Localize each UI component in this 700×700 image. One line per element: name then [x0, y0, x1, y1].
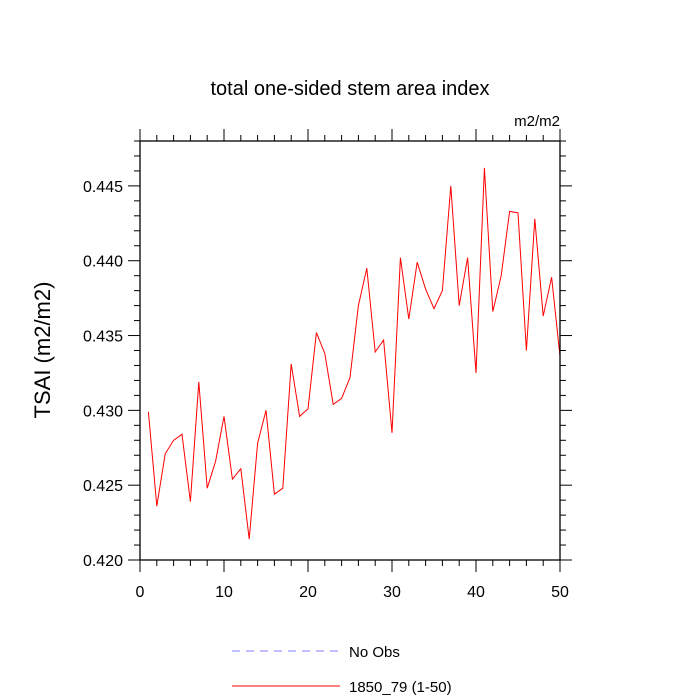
x-tick-label: 30 [383, 584, 401, 601]
x-tick-label: 10 [215, 584, 233, 601]
legend-label: No Obs [349, 644, 400, 661]
x-tick-label: 20 [299, 584, 317, 601]
plot-frame [139, 140, 561, 561]
series-line-1850-79-1-50- [147, 167, 561, 540]
y-tick-label: 0.435 [83, 329, 123, 346]
axis-ticks [128, 129, 572, 572]
legend-label: 1850_79 (1-50) [349, 679, 452, 696]
x-tick-label: 0 [136, 584, 145, 601]
chart-title: total one-sided stem area index [210, 78, 489, 100]
legend: No Obs 1850_79 (1-50) [232, 644, 452, 696]
x-tick-label: 50 [551, 584, 569, 601]
y-tick-label: 0.445 [83, 179, 123, 196]
y-tick-label: 0.425 [83, 478, 123, 495]
x-tick-label: 40 [467, 584, 485, 601]
tick-labels: 0 10 20 30 40 50 0.420 0.425 0.430 0.435 0.440 0.44… [83, 179, 569, 601]
y-tick-label: 0.420 [83, 553, 123, 570]
y-tick-label: 0.440 [83, 254, 123, 271]
series-lines [147, 167, 561, 540]
units-label: m2/m2 [514, 113, 560, 130]
y-tick-label: 0.430 [83, 403, 123, 420]
y-axis-label: TSAI (m2/m2) [30, 282, 55, 419]
